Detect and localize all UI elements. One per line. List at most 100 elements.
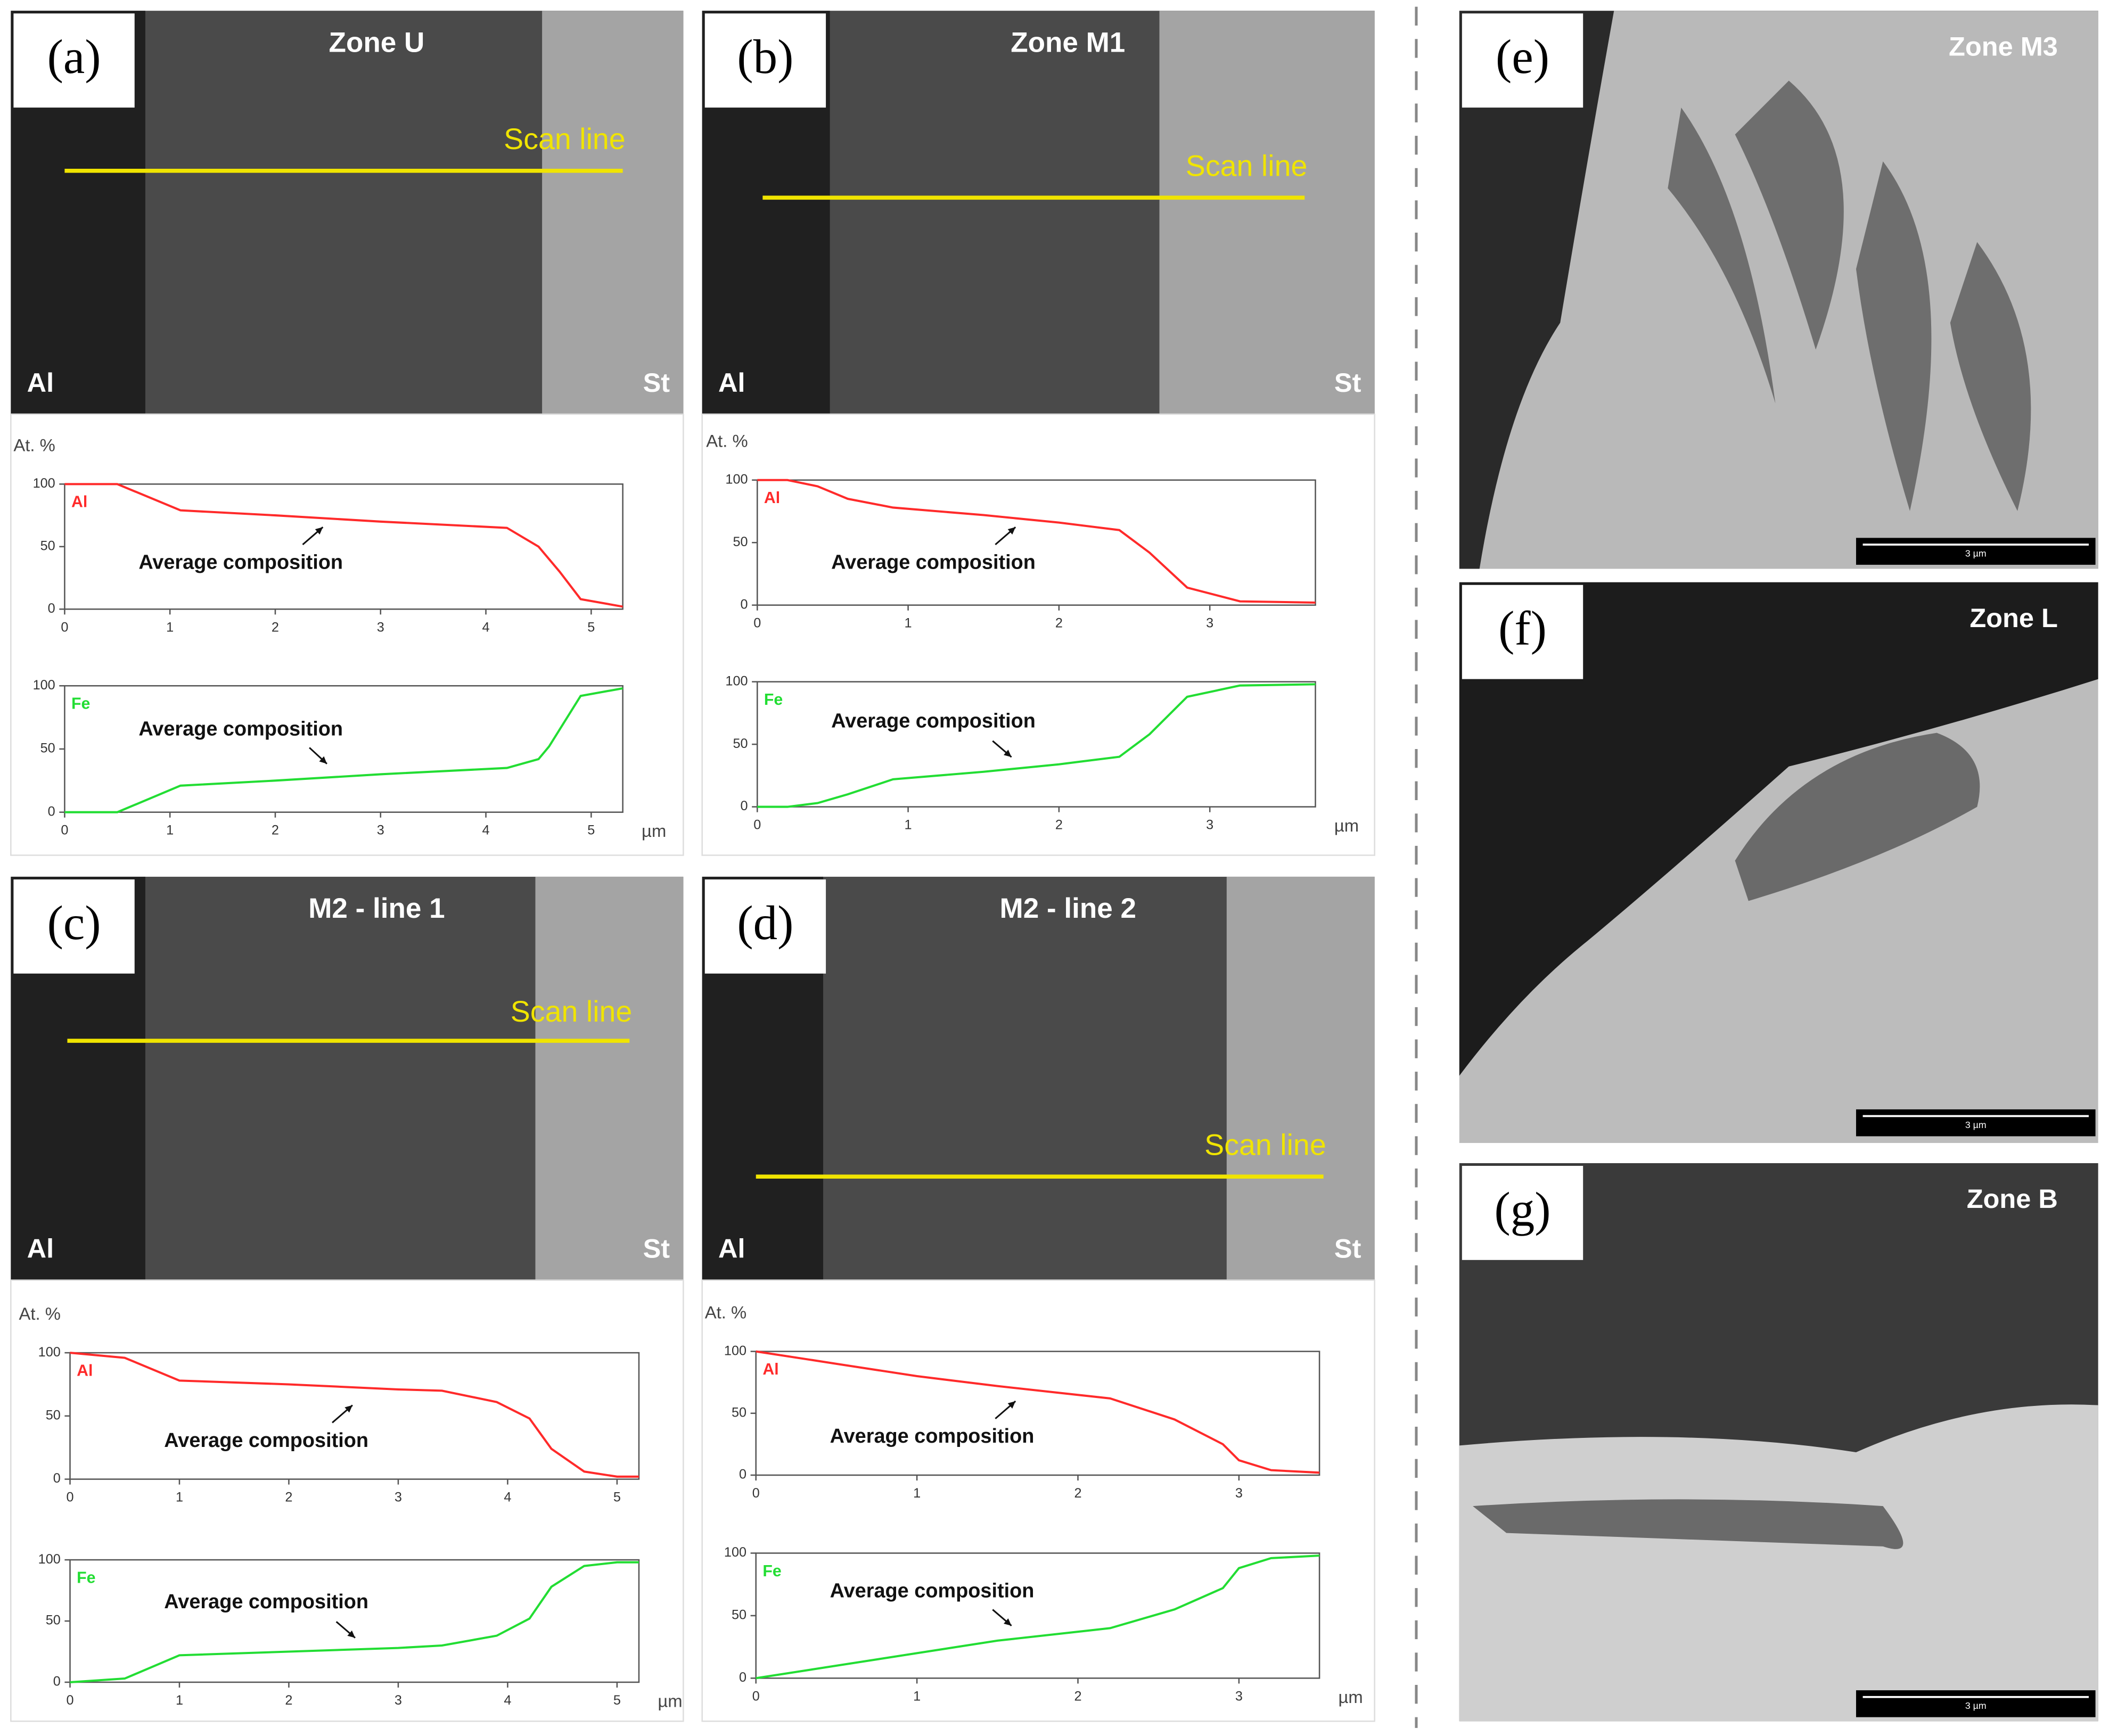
panel-label: (b) [737, 30, 793, 84]
sem-st-region [535, 876, 684, 1280]
annotation-arrowhead [1007, 1401, 1016, 1409]
x-axis-label: µm [642, 821, 666, 841]
y-tick-label: 50 [46, 1613, 61, 1628]
legend-entry: Fe [71, 695, 90, 713]
legend-entry: Fe [762, 1562, 781, 1580]
x-tick-label: 5 [587, 823, 595, 838]
panel-title: Zone U [329, 27, 425, 58]
y-tick-label: 100 [38, 1345, 61, 1360]
x-tick-label: 4 [504, 1693, 511, 1708]
side-label: St [1334, 1233, 1361, 1263]
micrograph-phase [1735, 733, 1980, 901]
legend-entry: Fe [77, 1569, 95, 1586]
x-tick-label: 4 [482, 620, 490, 635]
x-tick-label: 0 [753, 616, 761, 631]
scale-label: 3 µm [1965, 1700, 1987, 1711]
y-axis-label: At. % [13, 435, 55, 455]
panel-label: (g) [1495, 1182, 1551, 1236]
scale-bar-box [1856, 538, 2096, 565]
legend-entry: Al [77, 1362, 93, 1379]
scan-label: Scan line [511, 995, 633, 1028]
annotation: Average composition [164, 1429, 368, 1452]
annotation-arrowhead [319, 756, 327, 764]
x-tick-label: 1 [176, 1693, 183, 1708]
y-tick-label: 0 [48, 601, 55, 616]
x-tick-label: 2 [285, 1490, 292, 1505]
panel-title: M2 - line 2 [1000, 893, 1136, 924]
y-tick-label: 50 [40, 538, 55, 553]
scale-label: 3 µm [1965, 548, 1987, 558]
annotation-arrowhead [344, 1405, 352, 1413]
chart-area [10, 413, 684, 856]
annotation: Average composition [830, 1425, 1035, 1447]
side-label: St [643, 1233, 670, 1263]
x-axis-label: µm [1338, 1687, 1363, 1707]
panel-label: (a) [47, 30, 101, 84]
panel-label: (d) [737, 896, 793, 950]
scan-label: Scan line [504, 122, 626, 155]
y-tick-label: 100 [724, 1545, 746, 1560]
micrograph-phase [1479, 11, 2098, 569]
micrograph-phase [1459, 582, 2098, 1076]
scan-label: Scan line [1186, 149, 1308, 182]
sem-st-region [1159, 11, 1375, 414]
x-tick-label: 5 [613, 1490, 621, 1505]
x-tick-label: 1 [176, 1490, 183, 1505]
data-line [756, 1350, 1320, 1474]
y-tick-label: 0 [739, 1670, 746, 1685]
sem-st-region [1226, 876, 1375, 1280]
legend-entry: Al [764, 489, 780, 507]
y-tick-label: 50 [732, 1608, 746, 1623]
x-tick-label: 2 [272, 823, 279, 838]
x-tick-label: 1 [913, 1689, 921, 1704]
y-tick-label: 50 [733, 736, 748, 751]
y-axis-label: At. % [19, 1304, 61, 1323]
data-line [64, 483, 623, 608]
scale-bar-box [1856, 1690, 2096, 1717]
data-line [64, 687, 623, 813]
x-tick-label: 2 [1074, 1486, 1082, 1501]
y-tick-label: 50 [732, 1405, 746, 1420]
legend-entry: Al [71, 493, 87, 511]
x-tick-label: 3 [1235, 1689, 1243, 1704]
x-tick-label: 1 [913, 1486, 921, 1501]
panel-label-box [13, 879, 135, 974]
panel-label-box [704, 13, 826, 108]
annotation: Average composition [831, 551, 1036, 573]
y-tick-label: 0 [53, 1674, 61, 1689]
y-tick-label: 50 [46, 1408, 61, 1422]
x-tick-label: 0 [61, 823, 68, 838]
panel-label: (f) [1498, 602, 1547, 655]
annotation: Average composition [164, 1591, 368, 1613]
x-tick-label: 3 [395, 1693, 402, 1708]
panel-label-box [1462, 13, 1583, 108]
y-tick-label: 0 [741, 799, 748, 813]
side-label: St [1334, 367, 1361, 398]
side-label: Al [27, 1233, 54, 1263]
x-tick-label: 1 [166, 823, 174, 838]
scale-label: 3 µm [1965, 1120, 1987, 1130]
panel-title: M2 - line 1 [308, 893, 445, 924]
annotation-arrowhead [1004, 750, 1012, 758]
chart-area [701, 1279, 1375, 1722]
x-axis-label: µm [658, 1691, 682, 1711]
side-label: Al [718, 367, 745, 398]
x-tick-label: 2 [1074, 1689, 1082, 1704]
legend-entry: Al [762, 1361, 778, 1378]
y-tick-label: 50 [733, 534, 748, 549]
annotation-arrowhead [347, 1630, 356, 1638]
annotation: Average composition [138, 718, 343, 741]
sem-st-region [542, 11, 684, 414]
y-tick-label: 0 [53, 1471, 61, 1486]
panel-title: Zone M1 [1011, 27, 1125, 58]
x-tick-label: 1 [166, 620, 174, 635]
data-line [70, 1561, 639, 1683]
x-tick-label: 0 [752, 1689, 760, 1704]
chart-area [10, 1279, 684, 1722]
x-tick-label: 2 [1055, 616, 1063, 631]
y-axis-label: At. % [705, 1303, 746, 1322]
annotation-arrowhead [1004, 1618, 1012, 1626]
data-line [756, 1554, 1320, 1680]
micrograph-phase [1473, 1499, 1903, 1549]
